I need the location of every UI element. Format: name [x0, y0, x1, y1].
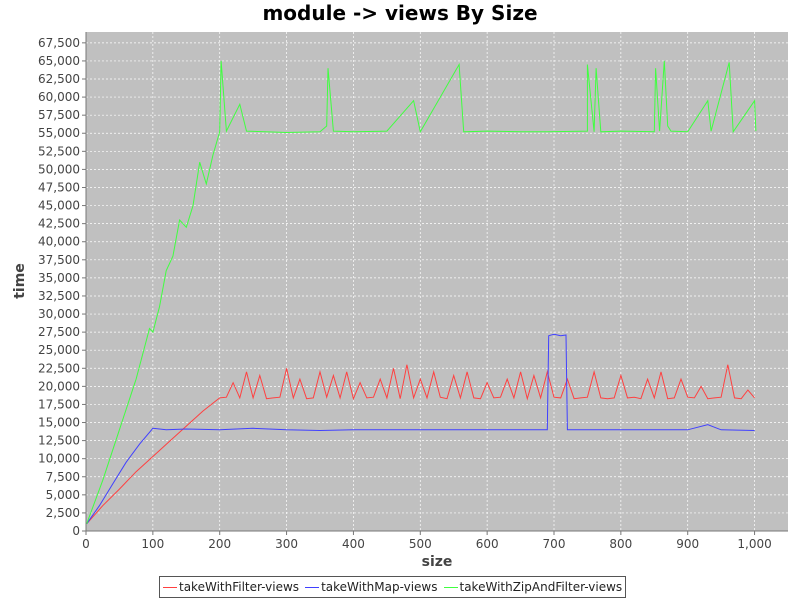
x-axis-ticks: 0 100 200 300 400 500 600 700 800 900 1,000: [82, 531, 772, 551]
y-tick-label: 20,000: [38, 379, 80, 393]
y-tick-label: 47,500: [38, 180, 80, 194]
y-axis-label: time: [12, 263, 28, 299]
y-tick-label: 12,500: [38, 434, 80, 448]
x-tick-label: 900: [676, 537, 699, 551]
y-tick-label: 62,500: [38, 72, 80, 86]
y-tick-label: 10,000: [38, 452, 80, 466]
y-tick-label: 42,500: [38, 217, 80, 231]
x-tick-label: 200: [208, 537, 231, 551]
y-tick-label: 27,500: [38, 325, 80, 339]
chart-legend: takeWithFilter-views takeWithMap-views t…: [159, 576, 627, 598]
legend-item-takewithzipandfilter: takeWithZipAndFilter-views: [443, 580, 623, 594]
x-tick-label: 700: [543, 537, 566, 551]
x-tick-label: 0: [82, 537, 90, 551]
series-line-takeWithZipAndFilter-views: [86, 60, 757, 524]
legend-label-takewithmap: takeWithMap-views: [321, 580, 438, 594]
y-tick-label: 67,500: [38, 36, 80, 50]
legend-swatch-takewithzipandfilter: [443, 586, 458, 588]
x-tick-label: 300: [275, 537, 298, 551]
x-tick-label: 1,000: [737, 537, 771, 551]
legend-label-takewithfilter: takeWithFilter-views: [179, 580, 300, 594]
chart-title: module -> views By Size: [262, 1, 537, 25]
series-line-takeWithFilter-views: [86, 364, 755, 525]
y-tick-label: 50,000: [38, 162, 80, 176]
gridlines: [86, 32, 788, 531]
y-tick-label: 57,500: [38, 108, 80, 122]
series-layer: [86, 60, 757, 525]
y-tick-label: 5,000: [46, 488, 80, 502]
y-tick-label: 7,500: [46, 470, 80, 484]
y-tick-label: 17,500: [38, 397, 80, 411]
y-axis-ticks: 0 2,500 5,000 7,500 10,000 12,500 15,000 17,500…: [38, 36, 86, 538]
y-tick-label: 60,000: [38, 90, 80, 104]
legend-item-takewithfilter: takeWithFilter-views: [163, 580, 299, 594]
x-tick-label: 500: [409, 537, 432, 551]
y-tick-label: 15,000: [38, 416, 80, 430]
y-tick-label: 45,000: [38, 199, 80, 213]
series-line-takeWithMap-views: [86, 333, 755, 525]
x-tick-label: 800: [609, 537, 632, 551]
x-tick-label: 600: [476, 537, 499, 551]
y-tick-label: 65,000: [38, 54, 80, 68]
plot-area: [86, 32, 788, 531]
y-tick-label: 52,500: [38, 144, 80, 158]
y-tick-label: 2,500: [46, 506, 80, 520]
y-tick-label: 40,000: [38, 235, 80, 249]
x-tick-label: 400: [342, 537, 365, 551]
legend-swatch-takewithmap: [305, 586, 320, 588]
x-axis-label: size: [422, 554, 453, 570]
y-tick-label: 35,000: [38, 271, 80, 285]
y-tick-label: 30,000: [38, 307, 80, 321]
y-tick-label: 0: [72, 524, 80, 538]
y-tick-label: 32,500: [38, 289, 80, 303]
legend-label-takewithzipandfilter: takeWithZipAndFilter-views: [459, 580, 623, 594]
y-tick-label: 25,000: [38, 343, 80, 357]
y-tick-label: 55,000: [38, 126, 80, 140]
x-tick-label: 100: [141, 537, 164, 551]
legend-swatch-takewithfilter: [163, 586, 177, 588]
y-tick-label: 22,500: [38, 361, 80, 375]
y-tick-label: 37,500: [38, 253, 80, 267]
legend-item-takewithmap: takeWithMap-views: [305, 580, 438, 594]
